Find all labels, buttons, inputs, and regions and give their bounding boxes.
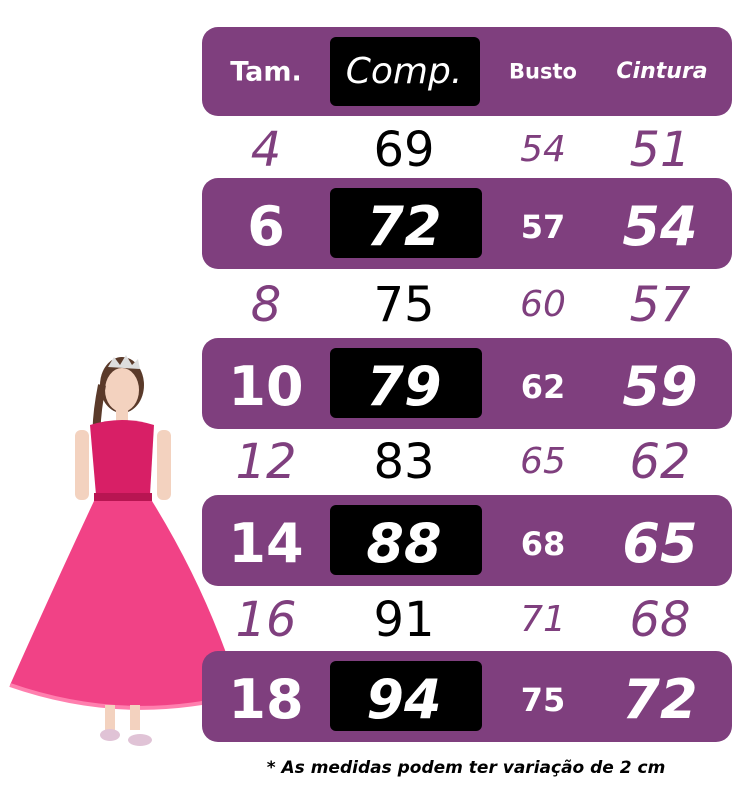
comp-cell-highlight [330,348,482,418]
cell-length: 72 [366,195,442,258]
cell-waist: 57 [629,277,691,333]
cell-length: 69 [373,122,435,178]
cell-length: 75 [373,277,435,333]
comp-cell-highlight [330,661,482,731]
header-busto: Busto [509,59,577,84]
header-cintura: Cintura [616,59,708,84]
cell-length: 91 [373,592,435,648]
cell-bust: 71 [520,599,566,640]
cell-size: 10 [228,355,304,418]
comp-cell-highlight [330,188,482,258]
header-tam: Tam. [230,56,302,88]
footnote: * As medidas podem ter variação de 2 cm [266,758,666,778]
cell-size: 4 [250,122,282,178]
girl-in-pink-dress-photo [9,355,241,746]
cell-waist: 54 [622,195,698,258]
cell-waist: 72 [622,668,698,731]
cell-size: 6 [247,195,285,258]
cell-size: 14 [228,512,304,575]
cell-bust: 62 [520,368,566,406]
cell-waist: 62 [629,434,691,490]
cell-length: 88 [366,512,442,575]
cell-length: 79 [366,355,442,418]
cell-waist: 65 [622,512,698,575]
cell-bust: 60 [520,284,566,325]
comp-header-highlight [330,37,480,106]
cell-waist: 59 [622,355,698,418]
cell-bust: 68 [520,525,566,563]
cell-size: 18 [228,668,304,731]
cell-length: 94 [366,668,442,731]
cell-waist: 51 [629,122,691,178]
header-comp: Comp. [345,51,463,92]
cell-waist: 68 [629,592,691,648]
cell-bust: 75 [520,681,566,719]
cell-size: 12 [235,434,297,490]
cell-bust: 65 [520,441,566,482]
cell-length: 83 [373,434,435,490]
cell-size: 16 [235,592,297,648]
cell-bust: 54 [520,129,566,170]
comp-cell-highlight [330,505,482,575]
cell-size: 8 [250,277,282,333]
cell-bust: 57 [520,208,566,246]
